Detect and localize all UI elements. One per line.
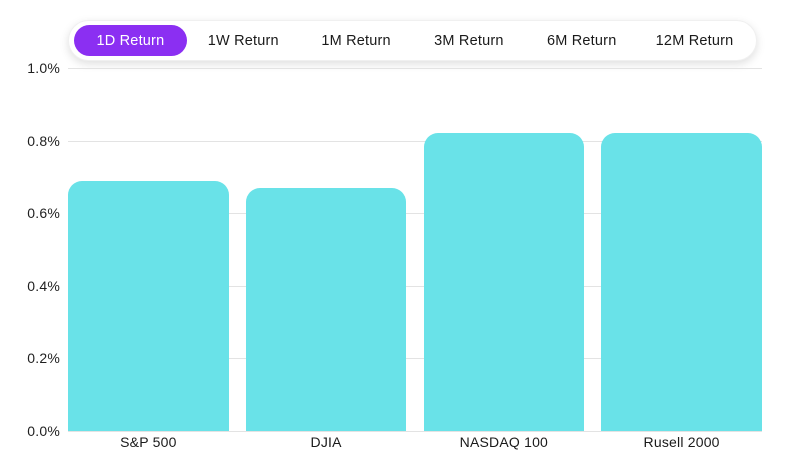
tab-6m-return[interactable]: 6M Return <box>546 32 617 49</box>
y-axis-labels: 0.0% 0.2% 0.4% 0.6% 0.8% 1.0% <box>0 60 60 439</box>
x-axis-labels: S&P 500 DJIA NASDAQ 100 Rusell 2000 <box>68 434 762 450</box>
bar-djia[interactable] <box>245 187 407 431</box>
bar-s-p-500[interactable] <box>68 180 229 431</box>
plot-area <box>68 68 762 432</box>
gridline <box>68 140 762 142</box>
bar-nasdaq-100[interactable] <box>423 133 585 431</box>
bar-rusell-2000[interactable] <box>601 133 762 431</box>
y-axis-tick-label: 0.0% <box>27 423 60 439</box>
x-axis-category-label: S&P 500 <box>120 434 177 450</box>
y-axis-tick-label: 0.4% <box>27 277 60 294</box>
gridline <box>68 213 762 215</box>
y-axis-tick-label: 0.8% <box>27 132 60 149</box>
bar-slot-nasdaq-100 <box>423 68 585 431</box>
tab-1w-return[interactable]: 1W Return <box>207 32 279 49</box>
gridline <box>68 431 762 432</box>
tab-3m-return[interactable]: 3M Return <box>434 32 504 49</box>
return-period-tabbar: 1D Return 1W Return 1M Return 3M Return … <box>68 20 757 61</box>
tab-1d-return[interactable]: 1D Return <box>74 25 187 56</box>
gridline <box>68 68 762 69</box>
bar-slot-djia <box>245 68 407 431</box>
y-axis-tick-label: 0.2% <box>27 350 60 367</box>
y-axis-tick-label: 0.6% <box>27 205 60 222</box>
bars-row <box>68 68 762 431</box>
tab-1m-return[interactable]: 1M Return <box>321 32 391 49</box>
tab-12m-return[interactable]: 12M Return <box>655 32 734 49</box>
bar-slot-rusell-2000 <box>601 68 762 431</box>
x-axis-category-label: NASDAQ 100 <box>459 434 549 450</box>
x-axis-category-label: Rusell 2000 <box>643 434 720 450</box>
gridline <box>68 285 762 287</box>
bar-slot-s-p-500 <box>68 68 229 431</box>
x-axis-category-label: DJIA <box>310 434 342 450</box>
gridline <box>68 358 762 360</box>
y-axis-tick-label: 1.0% <box>27 60 60 76</box>
